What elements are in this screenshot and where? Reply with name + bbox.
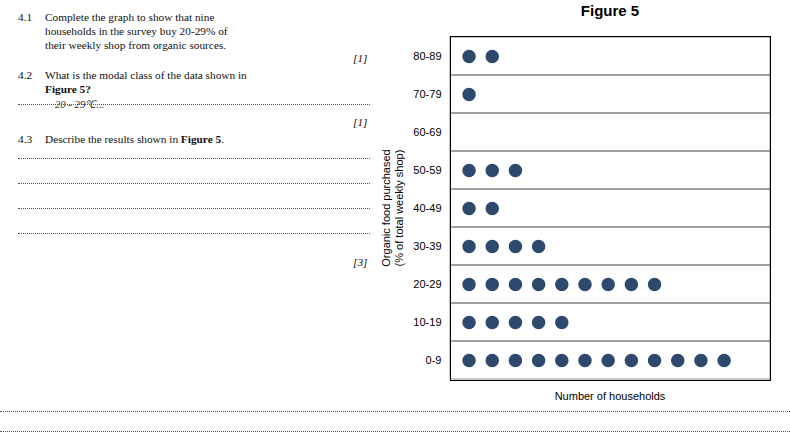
svg-text:40-49: 40-49 [413, 202, 441, 214]
html-text:20 - 29℃...: 20 - 29℃... [55, 98, 105, 110]
html-text:4.2: 4.2 [18, 69, 33, 81]
html-text:Complete the graph to show tha: Complete the graph to show that nine [45, 11, 215, 23]
html-text:households in the survey buy 2: households in the survey buy 20-29% of [45, 25, 228, 37]
html-text:Figure 5: Figure 5 [580, 2, 640, 19]
svg-text:80-89: 80-89 [413, 50, 441, 62]
html-text:[1]: [1] [353, 116, 368, 128]
html-text:4.1: 4.1 [18, 11, 33, 23]
html-text:Number of households: Number of households [554, 390, 666, 402]
html-text:4.3: 4.3 [18, 133, 33, 145]
html-text:Figure 5?: Figure 5? [45, 83, 91, 95]
html-text:What is the modal class of the: What is the modal class of the data show… [45, 69, 247, 81]
html-text:Organic food purchased (% of t: Organic food purchased (% of total weekl… [379, 149, 405, 267]
svg-text:60-69: 60-69 [413, 126, 441, 138]
html-text:[1]: [1] [353, 52, 368, 64]
svg-text:10-19: 10-19 [413, 316, 441, 328]
svg-text:0-9: 0-9 [426, 354, 442, 366]
html-text:their weekly shop from organic: their weekly shop from organic sources. [45, 39, 227, 51]
svg-text:70-79: 70-79 [413, 88, 441, 100]
html-text:Describe the results shown in: Describe the results shown in Figure 5. [45, 133, 224, 145]
html-text:[3]: [3] [353, 256, 368, 268]
svg-text:50-59: 50-59 [413, 164, 441, 176]
svg-text:30-39: 30-39 [413, 240, 441, 252]
svg-text:20-29: 20-29 [413, 278, 441, 290]
